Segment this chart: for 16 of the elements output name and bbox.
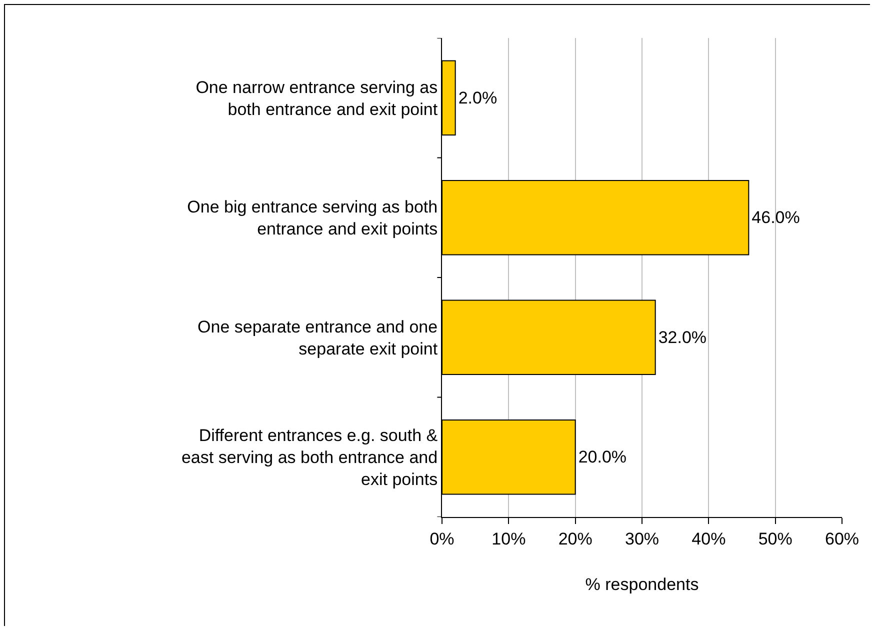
- data-label: 2.0%: [458, 88, 498, 108]
- data-label: 46.0%: [752, 208, 800, 228]
- x-tick-label: 0%: [430, 529, 454, 548]
- y-tick-label: One narrow entrance serving as both entrance and exit point: [196, 78, 438, 119]
- data-label: 32.0%: [658, 328, 707, 347]
- x-axis-title: % respondents: [585, 574, 699, 594]
- x-tick-label: 30%: [624, 529, 660, 548]
- y-tick-label: One separate entrance and one separate exit point: [198, 317, 438, 358]
- x-tick-label: 60%: [824, 529, 860, 548]
- x-tick-label: 40%: [692, 529, 726, 548]
- y-tick-label: Different entrances e.g. south & east serving as both entrance and exit points: [181, 426, 438, 490]
- y-tick-label: One big entrance serving as both entrance and exit points: [187, 198, 438, 239]
- data-label: 20.0%: [578, 448, 627, 467]
- x-tick-label: 50%: [758, 529, 792, 548]
- x-tick-label: 20%: [558, 529, 592, 548]
- x-tick-label: 10%: [492, 529, 526, 548]
